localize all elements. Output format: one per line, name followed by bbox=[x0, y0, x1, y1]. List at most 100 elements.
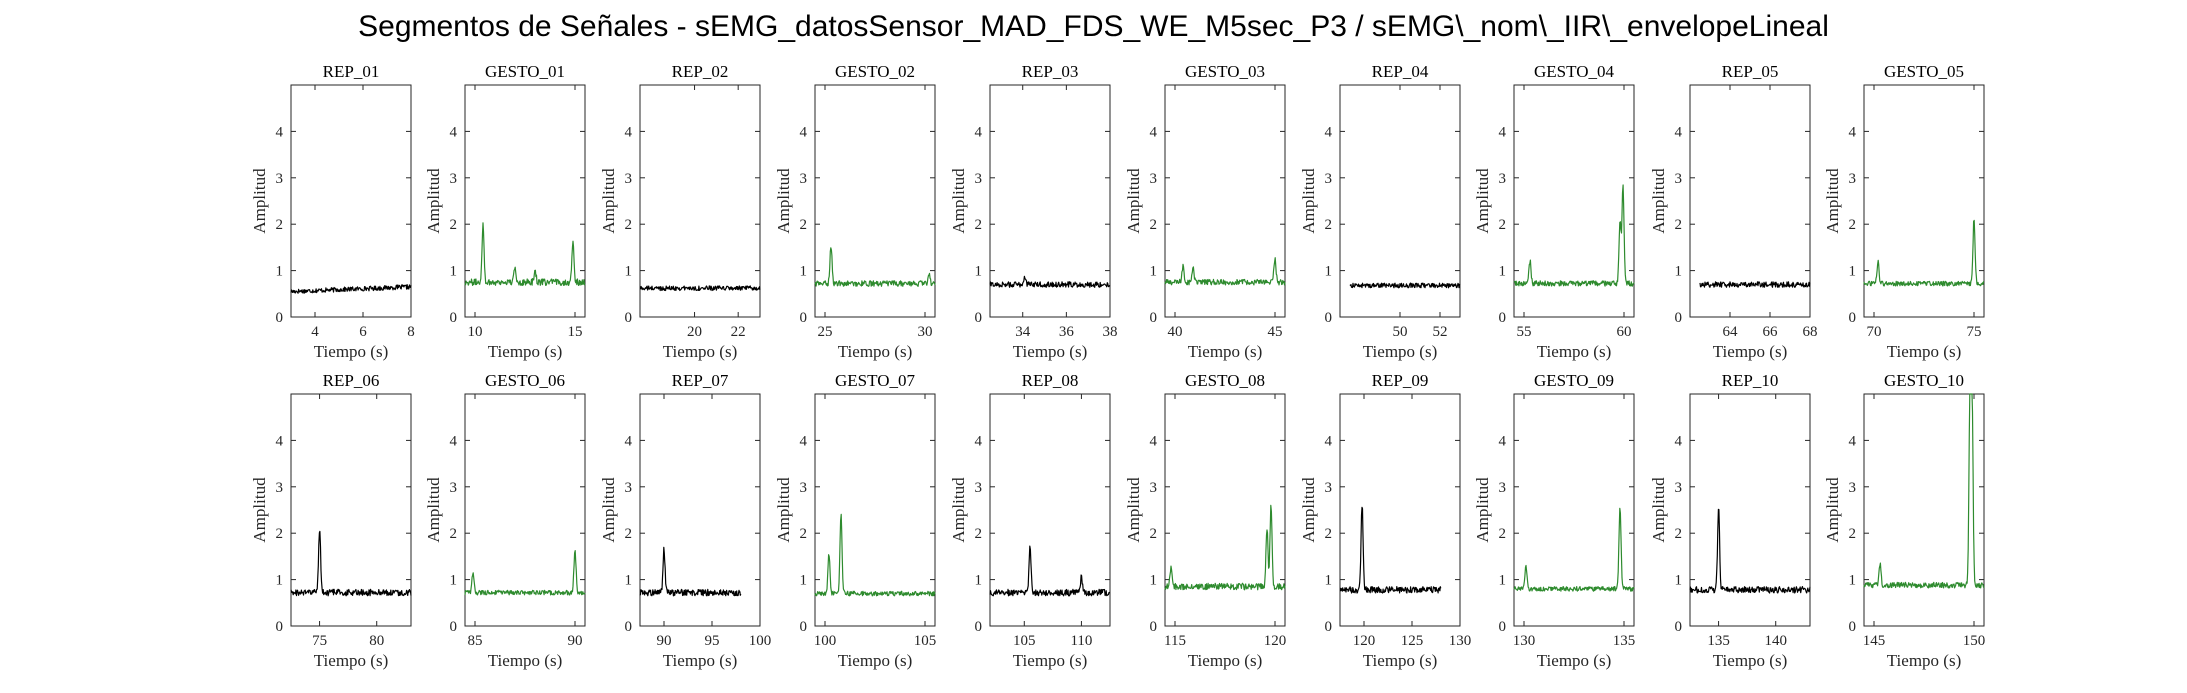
y-tick-label: 0 bbox=[1849, 619, 1857, 635]
x-tick-label: 130 bbox=[1513, 633, 1536, 649]
y-tick-label: 0 bbox=[1499, 619, 1507, 635]
y-tick-label: 2 bbox=[1499, 217, 1507, 233]
axes-box bbox=[1339, 84, 1461, 318]
y-tick-label: 1 bbox=[1499, 573, 1507, 589]
x-tick-label: 120 bbox=[1353, 633, 1376, 649]
axes-box bbox=[464, 393, 586, 627]
y-tick-label: 3 bbox=[1150, 480, 1158, 496]
signal-trace bbox=[464, 222, 586, 286]
y-tick-label: 2 bbox=[1150, 526, 1158, 542]
y-tick-label: 4 bbox=[1675, 124, 1683, 140]
y-tick-label: 1 bbox=[1325, 573, 1333, 589]
signal-trace bbox=[290, 284, 412, 294]
y-tick-label: 3 bbox=[450, 171, 458, 187]
signal-trace bbox=[989, 275, 1111, 288]
signal-trace bbox=[290, 530, 412, 597]
x-axis-label: Tiempo (s) bbox=[838, 342, 912, 361]
y-tick-label: 1 bbox=[800, 264, 808, 280]
subplot: GESTO_04 0 1 2 3 4 55 60 Tiempo (s) Amplitud bbox=[1473, 62, 1635, 361]
x-axis-label: Tiempo (s) bbox=[1013, 651, 1087, 670]
y-tick-label: 1 bbox=[276, 264, 284, 280]
subplot: REP_02 0 1 2 3 4 20 22 Tiempo (s) Amplitud bbox=[599, 62, 761, 361]
signal-trace bbox=[1863, 219, 1985, 287]
x-tick-label: 6 bbox=[359, 324, 367, 340]
x-axis-label: Tiempo (s) bbox=[1363, 651, 1437, 670]
y-tick-label: 4 bbox=[276, 433, 284, 449]
x-axis-label: Tiempo (s) bbox=[1537, 342, 1611, 361]
axes-box bbox=[290, 393, 412, 627]
y-tick-label: 2 bbox=[1849, 526, 1857, 542]
x-tick-label: 85 bbox=[468, 633, 483, 649]
x-tick-label: 75 bbox=[312, 633, 327, 649]
y-tick-label: 2 bbox=[1325, 217, 1333, 233]
x-tick-label: 130 bbox=[1449, 633, 1472, 649]
subplot-title: REP_09 bbox=[1372, 371, 1429, 390]
subplot: REP_07 0 1 2 3 4 90 95 100 Tiempo (s) Amplitud bbox=[599, 371, 771, 670]
signal-trace bbox=[1164, 257, 1286, 286]
axes-box bbox=[290, 84, 412, 318]
y-axis-label: Amplitud bbox=[250, 168, 269, 234]
subplot: GESTO_06 0 1 2 3 4 85 90 Tiempo (s) Amplitud bbox=[424, 371, 586, 670]
subplot: REP_08 0 1 2 3 4 105 110 Tiempo (s) Amplitud bbox=[949, 371, 1111, 670]
axes-box bbox=[1863, 84, 1985, 318]
x-tick-label: 30 bbox=[918, 324, 933, 340]
x-tick-label: 66 bbox=[1763, 324, 1779, 340]
y-axis-label: Amplitud bbox=[1473, 477, 1492, 543]
subplot: REP_10 0 1 2 3 4 135 140 Tiempo (s) Amplitud bbox=[1649, 371, 1811, 670]
y-tick-label: 4 bbox=[800, 124, 808, 140]
y-tick-label: 1 bbox=[450, 264, 458, 280]
y-tick-label: 1 bbox=[1150, 573, 1158, 589]
x-tick-label: 135 bbox=[1613, 633, 1636, 649]
signal-trace bbox=[989, 545, 1111, 597]
y-tick-label: 1 bbox=[1499, 264, 1507, 280]
y-tick-label: 4 bbox=[1499, 124, 1507, 140]
axes-box bbox=[814, 84, 936, 318]
x-tick-label: 8 bbox=[407, 324, 415, 340]
subplot-title: REP_08 bbox=[1022, 371, 1079, 390]
y-tick-label: 0 bbox=[450, 619, 458, 635]
x-tick-label: 20 bbox=[687, 324, 702, 340]
y-tick-label: 3 bbox=[1499, 171, 1507, 187]
y-tick-label: 3 bbox=[1325, 171, 1333, 187]
subplot-title: GESTO_09 bbox=[1534, 371, 1614, 390]
subplot-title: GESTO_01 bbox=[485, 62, 565, 81]
x-tick-label: 140 bbox=[1764, 633, 1787, 649]
subplot-title: GESTO_02 bbox=[835, 62, 915, 81]
y-tick-label: 4 bbox=[1150, 124, 1158, 140]
signal-trace bbox=[814, 247, 936, 287]
y-axis-label: Amplitud bbox=[1124, 477, 1143, 543]
x-tick-label: 38 bbox=[1103, 324, 1118, 340]
y-tick-label: 2 bbox=[1849, 217, 1857, 233]
y-tick-label: 3 bbox=[1499, 480, 1507, 496]
x-axis-label: Tiempo (s) bbox=[1188, 342, 1262, 361]
y-axis-label: Amplitud bbox=[599, 168, 618, 234]
x-tick-label: 80 bbox=[369, 633, 384, 649]
y-tick-label: 4 bbox=[625, 124, 633, 140]
x-axis-label: Tiempo (s) bbox=[1713, 651, 1787, 670]
x-tick-label: 64 bbox=[1723, 324, 1739, 340]
y-axis-label: Amplitud bbox=[1823, 168, 1842, 234]
y-tick-label: 3 bbox=[276, 171, 284, 187]
x-axis-label: Tiempo (s) bbox=[1188, 651, 1262, 670]
x-tick-label: 25 bbox=[818, 324, 833, 340]
y-axis-label: Amplitud bbox=[774, 168, 793, 234]
x-tick-label: 105 bbox=[914, 633, 937, 649]
x-tick-label: 100 bbox=[749, 633, 772, 649]
y-axis-label: Amplitud bbox=[774, 477, 793, 543]
subplot: REP_06 0 1 2 3 4 75 80 Tiempo (s) Amplitud bbox=[250, 371, 412, 670]
y-tick-label: 3 bbox=[1675, 480, 1683, 496]
y-axis-label: Amplitud bbox=[1649, 477, 1668, 543]
y-tick-label: 0 bbox=[975, 310, 983, 326]
y-tick-label: 1 bbox=[450, 573, 458, 589]
x-tick-label: 15 bbox=[568, 324, 583, 340]
y-tick-label: 2 bbox=[800, 217, 808, 233]
y-axis-label: Amplitud bbox=[949, 477, 968, 543]
signal-trace bbox=[1689, 508, 1811, 594]
y-tick-label: 3 bbox=[975, 171, 983, 187]
x-axis-label: Tiempo (s) bbox=[1013, 342, 1087, 361]
x-tick-label: 36 bbox=[1059, 324, 1075, 340]
subplot-title: GESTO_07 bbox=[835, 371, 915, 390]
y-tick-label: 1 bbox=[1849, 573, 1857, 589]
